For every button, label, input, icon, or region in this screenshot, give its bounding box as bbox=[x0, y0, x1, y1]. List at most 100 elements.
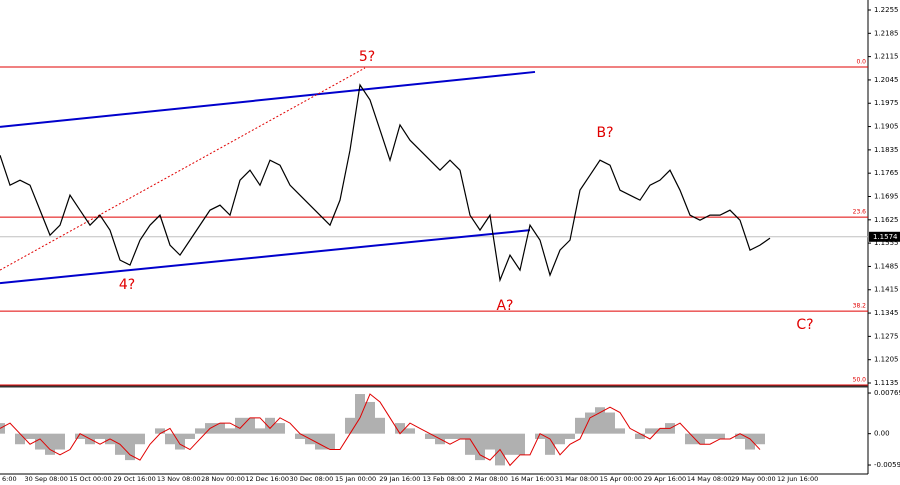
y-tick-label: 1.1555 bbox=[874, 239, 899, 247]
wave-label: A? bbox=[496, 298, 513, 314]
histogram-bar bbox=[595, 407, 605, 434]
y-tick-label: 1.1975 bbox=[874, 99, 899, 107]
histogram-bar bbox=[215, 423, 225, 434]
x-tick-label: 14 May 08:00 bbox=[687, 475, 732, 483]
histogram-bar bbox=[395, 423, 405, 434]
histogram-bar bbox=[645, 428, 655, 434]
histogram-bar bbox=[275, 423, 285, 434]
histogram-bar bbox=[165, 433, 175, 445]
histogram-bar bbox=[195, 428, 205, 434]
histogram-bar bbox=[125, 433, 135, 461]
y-tick-label: -0.00593 bbox=[874, 461, 900, 469]
x-tick-label: 16 Mar 16:00 bbox=[511, 475, 554, 483]
y-tick-label: 1.1835 bbox=[874, 146, 899, 154]
x-tick-label: 30 Dec 08:00 bbox=[290, 475, 334, 483]
x-tick-label: 29 Oct 16:00 bbox=[113, 475, 155, 483]
y-tick-label: 1.2045 bbox=[874, 76, 899, 84]
x-tick-label: 15 Oct 00:00 bbox=[69, 475, 111, 483]
fib-level-label: 50.0 bbox=[853, 377, 867, 384]
x-tick-label: 2 Mar 08:00 bbox=[469, 475, 508, 483]
histogram-bar bbox=[585, 412, 595, 434]
y-tick-label: 1.1485 bbox=[874, 262, 899, 270]
x-tick-label: 15 Jan 00:00 bbox=[335, 475, 376, 483]
trend-line bbox=[0, 229, 531, 285]
y-tick-label: 1.1765 bbox=[874, 169, 899, 177]
histogram-bar bbox=[325, 433, 335, 450]
y-tick-label: 1.1905 bbox=[874, 123, 899, 131]
last-price-box bbox=[869, 231, 900, 242]
trend-line bbox=[0, 70, 536, 128]
histogram-bar bbox=[695, 433, 705, 445]
histogram-bar bbox=[735, 433, 745, 439]
y-tick-label: 1.1695 bbox=[874, 192, 899, 200]
histogram-bar bbox=[25, 433, 35, 439]
histogram-bar bbox=[465, 433, 475, 455]
y-tick-label: 1.1275 bbox=[874, 332, 899, 340]
histogram-bar bbox=[745, 433, 755, 450]
fib-level-label: 0.0 bbox=[856, 58, 866, 65]
y-tick-label: 1.1205 bbox=[874, 356, 899, 364]
histogram-bar bbox=[255, 428, 265, 434]
histogram-bar bbox=[235, 417, 245, 434]
histogram-bar bbox=[655, 428, 665, 434]
histogram-bar bbox=[715, 433, 725, 439]
price-line bbox=[0, 83, 771, 283]
histogram-bar bbox=[565, 433, 575, 439]
histogram-bar bbox=[605, 412, 615, 434]
wave-label: C? bbox=[796, 317, 813, 333]
y-tick-label: 1.2255 bbox=[874, 6, 899, 14]
x-tick-label: 12 Dec 16:00 bbox=[245, 475, 289, 483]
y-tick-label: 0.00 bbox=[874, 430, 890, 438]
histogram-bar bbox=[615, 428, 625, 434]
y-tick-label: 1.1135 bbox=[874, 379, 899, 387]
histogram-bar bbox=[635, 433, 645, 439]
y-tick-label: 1.1625 bbox=[874, 216, 899, 224]
histogram-bar bbox=[345, 417, 355, 434]
histogram-bar bbox=[515, 433, 525, 455]
x-tick-label: 29 May 00:00 bbox=[731, 475, 776, 483]
histogram-bar bbox=[315, 433, 325, 450]
y-tick-label: 1.2115 bbox=[874, 53, 899, 61]
x-tick-label: 13 Nov 08:00 bbox=[157, 475, 201, 483]
histogram-bar bbox=[175, 433, 185, 450]
fib-level-label: 38.2 bbox=[853, 303, 867, 310]
histogram-bar bbox=[375, 417, 385, 434]
histogram-bar bbox=[475, 433, 485, 461]
histogram-bar bbox=[365, 401, 375, 434]
x-tick-label: 12 Jun 16:00 bbox=[777, 475, 818, 483]
x-tick-label: 15 Apr 00:00 bbox=[600, 475, 642, 483]
signal-line bbox=[0, 393, 761, 467]
histogram-bar bbox=[185, 433, 195, 439]
x-tick-label: 29 Jan 16:00 bbox=[379, 475, 420, 483]
histogram-bar bbox=[155, 428, 165, 434]
wave-label: 5? bbox=[359, 49, 375, 65]
histogram-bar bbox=[405, 428, 415, 434]
histogram-bar bbox=[95, 433, 105, 439]
histogram-bar bbox=[545, 433, 555, 455]
histogram-bar bbox=[575, 417, 585, 434]
histogram-bar bbox=[685, 433, 695, 445]
fib-level-label: 23.6 bbox=[853, 209, 867, 216]
histogram-bar bbox=[35, 433, 45, 450]
histogram-bar bbox=[445, 433, 455, 439]
histogram-bar bbox=[245, 417, 255, 434]
wave-label: 4? bbox=[119, 277, 135, 293]
histogram-bar bbox=[75, 433, 85, 439]
trend-line bbox=[0, 67, 366, 271]
histogram-bar bbox=[705, 433, 715, 439]
histogram-bar bbox=[0, 423, 5, 434]
histogram-bar bbox=[355, 394, 365, 434]
y-tick-label: 1.1415 bbox=[874, 286, 899, 294]
histogram-bar bbox=[55, 433, 65, 450]
histogram-bar bbox=[225, 428, 235, 434]
histogram-bar bbox=[135, 433, 145, 445]
histogram-bar bbox=[425, 433, 435, 439]
x-tick-label: 6:00 bbox=[2, 475, 17, 483]
histogram-bar bbox=[15, 433, 25, 445]
histogram-bar bbox=[265, 417, 275, 434]
y-tick-label: 1.1345 bbox=[874, 309, 899, 317]
y-tick-label: 1.2185 bbox=[874, 29, 899, 37]
wave-label: B? bbox=[596, 125, 613, 141]
